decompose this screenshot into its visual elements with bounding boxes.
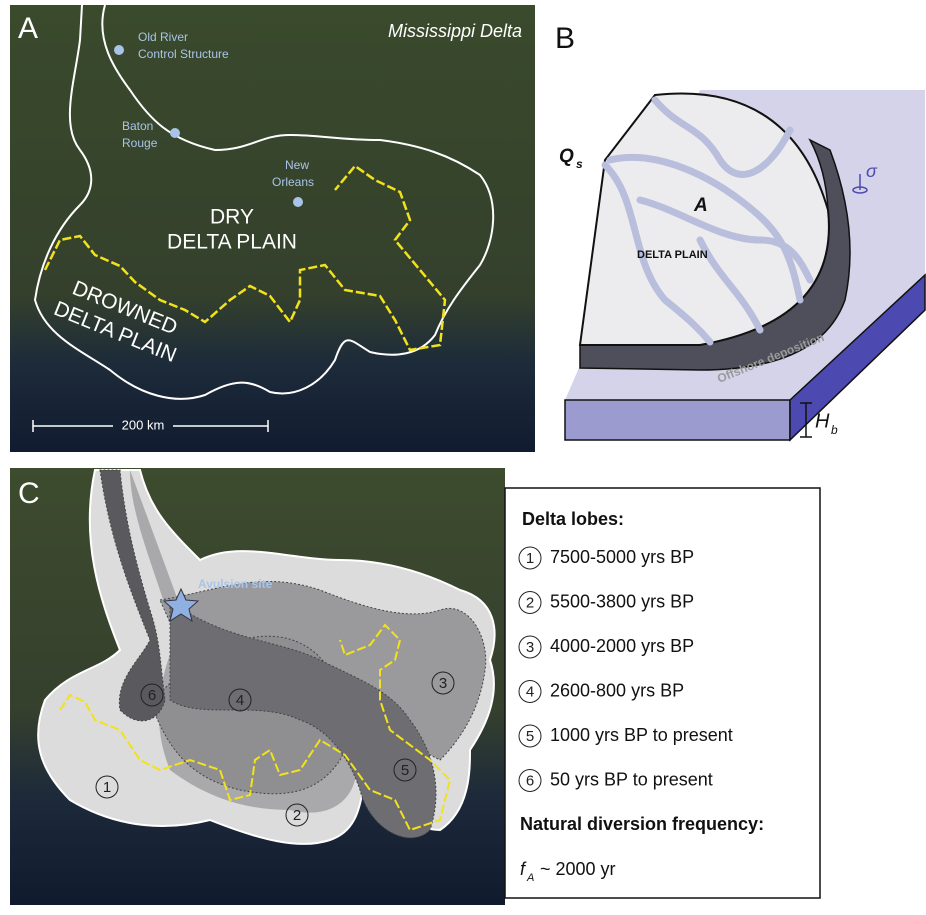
lobe-number: 6 (148, 687, 156, 704)
scale-label: 200 km (122, 417, 165, 432)
panel-a: A Mississippi Delta Old River Control St… (10, 5, 535, 452)
legend-number: 6 (526, 772, 534, 789)
place-label: Orleans (272, 175, 314, 189)
flux-symbol: Q (559, 146, 574, 167)
legend-number: 4 (526, 683, 534, 700)
legend-period: 50 yrs BP to present (550, 769, 713, 789)
region-label: DRY (210, 206, 254, 229)
legend-number: 5 (526, 728, 534, 745)
lobe-number: 4 (236, 692, 244, 709)
lobe-number: 3 (439, 675, 447, 692)
place-label: Old River (138, 30, 188, 44)
place-dot (293, 197, 303, 207)
place-label: Baton (122, 119, 153, 133)
depth-symbol: H (815, 410, 830, 432)
legend-period: 4000-2000 yrs BP (550, 636, 694, 656)
flux-subscript: s (576, 157, 583, 171)
legend-number: 1 (526, 550, 534, 567)
lobe-number: 1 (103, 779, 111, 796)
place-label: Rouge (122, 136, 158, 150)
place-label: Control Structure (138, 47, 229, 61)
place-label: New (285, 158, 309, 172)
map-title: Mississippi Delta (388, 21, 522, 41)
area-symbol: A (693, 195, 708, 216)
lobe-number: 2 (293, 807, 301, 824)
legend-period: 2600-800 yrs BP (550, 680, 684, 700)
panel-b: B Q s A DELTA PLAIN Offshore deposition … (555, 22, 925, 440)
plain-label: DELTA PLAIN (637, 249, 708, 261)
frequency-value: ~ 2000 yr (535, 859, 616, 879)
panel-label: C (18, 477, 40, 510)
place-dot (170, 128, 180, 138)
panel-c: C Avulsion site 1 2 3 4 5 6 Delta lobes: 1 750… (10, 468, 820, 905)
satellite-map (10, 5, 535, 452)
place-dot (114, 45, 124, 55)
legend-period: 5500-3800 yrs BP (550, 591, 694, 611)
legend-period: 1000 yrs BP to present (550, 725, 733, 745)
frequency-subscript: A (526, 872, 534, 884)
legend-period: 7500-5000 yrs BP (550, 547, 694, 567)
legend-number: 2 (526, 594, 534, 611)
avulsion-label: Avulsion site (198, 577, 273, 591)
figure: A Mississippi Delta Old River Control St… (0, 0, 926, 910)
region-label: DELTA PLAIN (167, 231, 297, 254)
depth-subscript: b (831, 423, 838, 437)
legend-title: Delta lobes: (522, 509, 624, 529)
basin-front (565, 400, 790, 440)
panel-label: B (555, 22, 575, 55)
lobe-number: 5 (401, 762, 409, 779)
legend-number: 3 (526, 639, 534, 656)
panel-label: A (18, 12, 38, 45)
sigma-symbol: σ (866, 161, 878, 181)
frequency-title: Natural diversion frequency: (520, 814, 764, 834)
